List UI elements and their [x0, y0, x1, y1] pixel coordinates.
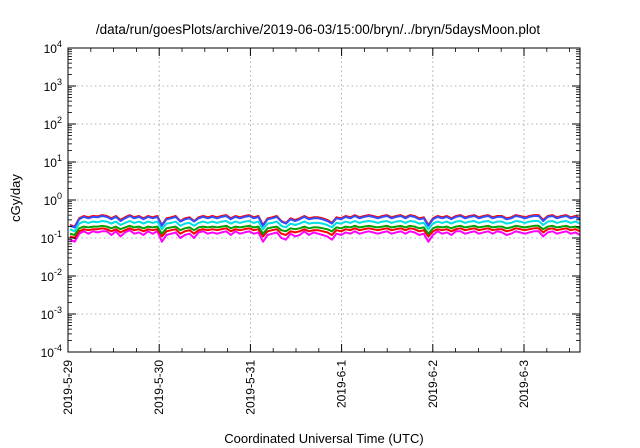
series-line: [69, 224, 581, 236]
y-tick-label: 10-2: [41, 267, 62, 284]
x-tick-label: 2019-6-2: [426, 360, 440, 408]
y-tick-label: 10-1: [41, 229, 62, 246]
series-layer: [69, 214, 581, 243]
x-tick-label: 2019-5-31: [243, 360, 257, 415]
grid: [68, 48, 580, 352]
series-line: [69, 227, 581, 239]
chart-title: /data/run/goesPlots/archive/2019-06-03/1…: [96, 22, 541, 37]
y-tick-label: 104: [44, 39, 62, 56]
series-line: [69, 229, 581, 243]
x-tick-label: 2019-5-30: [152, 360, 166, 415]
x-axis-label: Coordinated Universal Time (UTC): [224, 431, 423, 446]
x-tick-label: 2019-6-1: [335, 360, 349, 408]
y-tick-label: 10-4: [41, 343, 62, 360]
series-line: [69, 215, 581, 229]
y-axis-label: cGy/day: [8, 174, 23, 222]
series-line: [69, 220, 581, 233]
y-tick-label: 101: [44, 153, 62, 170]
y-tick-label: 10-3: [41, 305, 62, 322]
x-axis: 2019-5-29 2019-5-30 2019-5-31 2019-6-1 2019-…: [61, 48, 570, 415]
y-axis: 10-4 10-3 10-2 10-1 100 101 102 103 104: [41, 39, 580, 360]
y-tick-label: 102: [44, 115, 62, 132]
x-tick-label: 2019-6-3: [517, 360, 531, 408]
y-tick-label: 100: [44, 191, 62, 208]
x-tick-label: 2019-5-29: [61, 360, 75, 415]
y-tick-label: 103: [44, 77, 62, 94]
